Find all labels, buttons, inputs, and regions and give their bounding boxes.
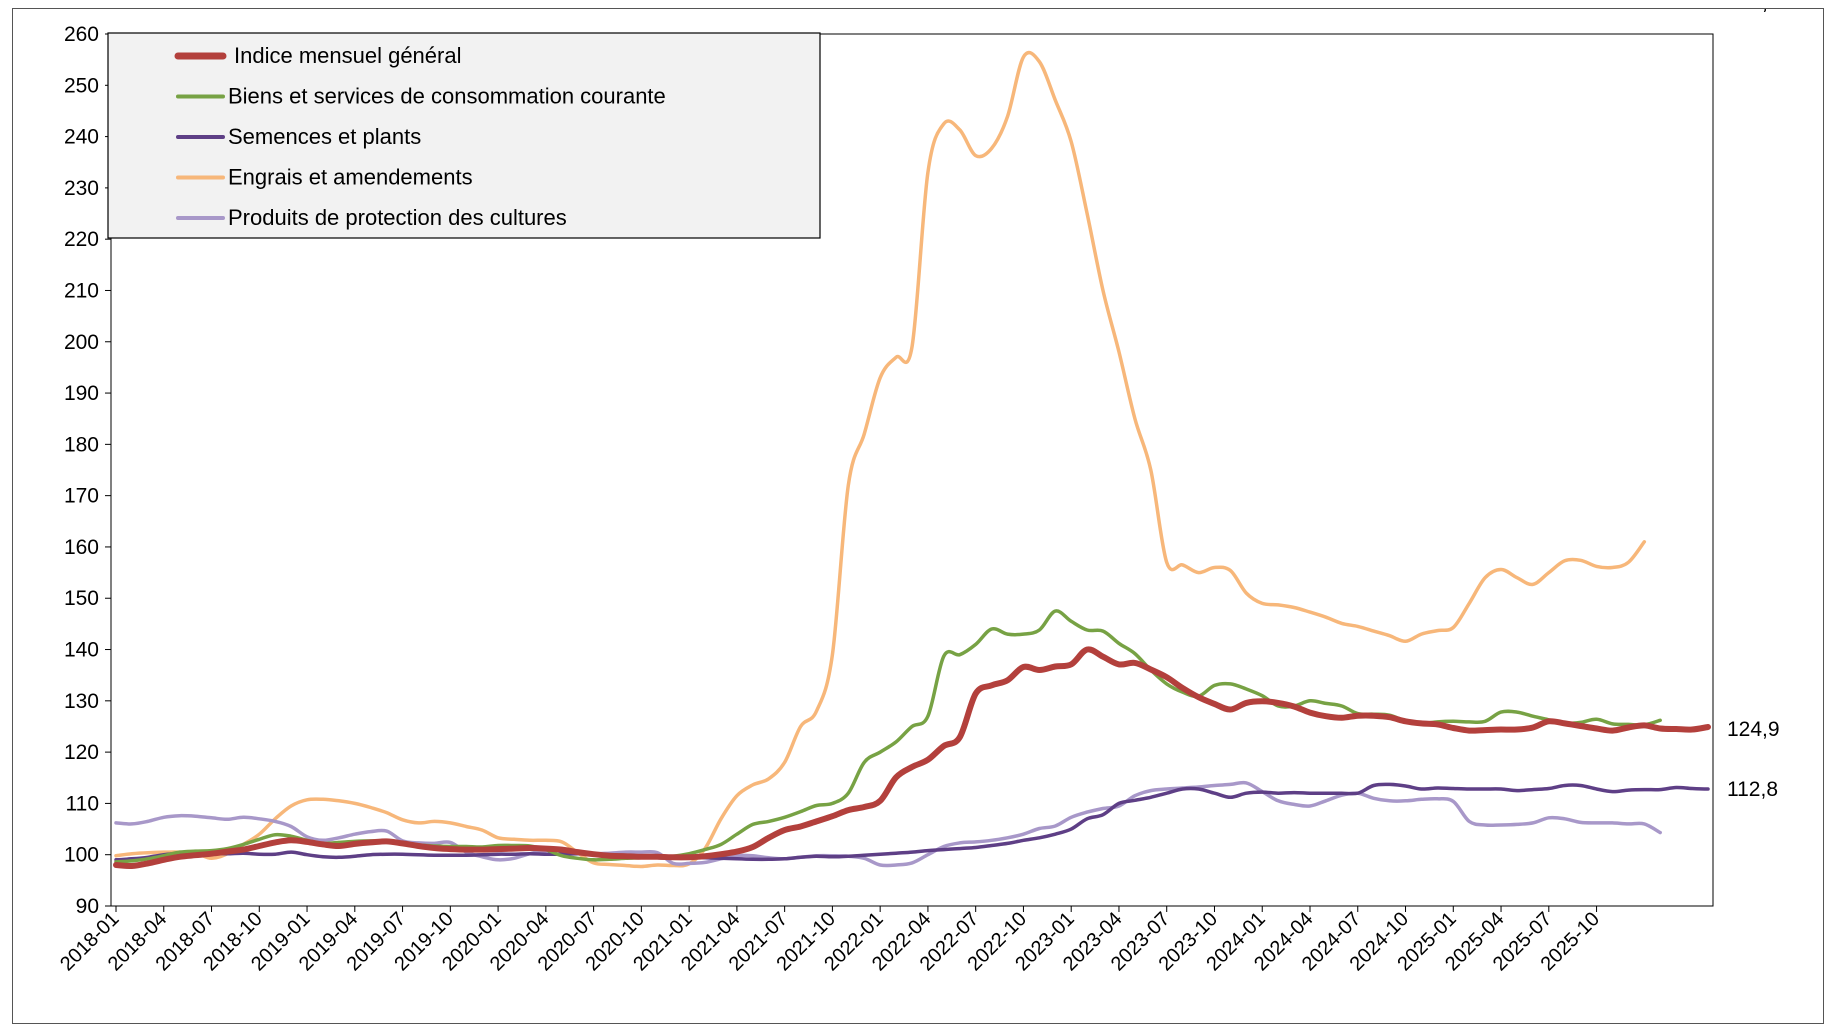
- plot-area-border: [110, 33, 1714, 907]
- series-line-engrais-et-amendements: [114, 50, 1647, 869]
- y-tick-label: 220: [64, 228, 99, 251]
- end-label-semences-et-plants: 112,8: [1727, 778, 1778, 801]
- series-line-produits-de-protection-des-cultures: [114, 780, 1662, 868]
- end-label-indice-mensuel-general: 124,9: [1727, 718, 1780, 741]
- legend-label-produits-de-protection-des-cultures: Produits de protection des cultures: [228, 205, 567, 230]
- legend: Indice mensuel général Biens et services …: [107, 32, 821, 239]
- series-lines: [113, 50, 1711, 870]
- y-tick-label: 260: [64, 23, 99, 46]
- series-line-indice-mensuel-general: [113, 646, 1711, 870]
- y-tick-label: 230: [64, 177, 99, 200]
- legend-label-engrais-et-amendements: Engrais et amendements: [228, 165, 473, 190]
- y-tick-label: 150: [64, 587, 99, 610]
- y-tick-label: 140: [64, 639, 99, 662]
- y-tick-label: 250: [64, 74, 99, 97]
- y-tick-label: 210: [64, 279, 99, 302]
- series-line-biens-et-services-de-consommation-courante: [114, 609, 1662, 864]
- y-tick-label: 110: [66, 792, 99, 815]
- legend-box: [107, 32, 821, 239]
- y-tick-label: 200: [64, 331, 99, 354]
- series-line-semences-et-plants: [114, 782, 1710, 862]
- y-tick-label: 240: [64, 126, 99, 149]
- y-tick-label: 190: [64, 382, 99, 405]
- y-tick-label: 120: [64, 741, 99, 764]
- y-tick-label: 170: [64, 485, 99, 508]
- y-tick-label: 100: [64, 844, 99, 867]
- y-tick-label: 160: [64, 536, 99, 559]
- y-tick-label: 90: [76, 895, 99, 918]
- y-tick-label: 130: [64, 690, 99, 713]
- end-labels: 124,9 126,2 112,8 161,0104,3: [1727, 9, 1780, 801]
- end-label-engrais-et-amendements: 161,0: [1727, 9, 1780, 14]
- end-label-produits-de-protection-des-cultures: 104,3: [1727, 9, 1780, 14]
- legend-label-biens-et-services-de-consommation-courante: Biens et services de consommation couran…: [228, 84, 666, 109]
- y-tick-label: 180: [64, 433, 99, 456]
- legend-label-indice-mensuel-general: Indice mensuel général: [234, 43, 461, 68]
- line-chart: 90 100 110 120 130 140 150 160 170 180 190 200 210 22…: [13, 9, 1780, 975]
- end-label-biens-et-services-de-consommation-courante: 126,2: [1727, 9, 1780, 14]
- legend-label-semences-et-plants: Semences et plants: [228, 124, 421, 149]
- chart-frame: 90 100 110 120 130 140 150 160 170 180 190 200 210 22…: [12, 8, 1824, 1024]
